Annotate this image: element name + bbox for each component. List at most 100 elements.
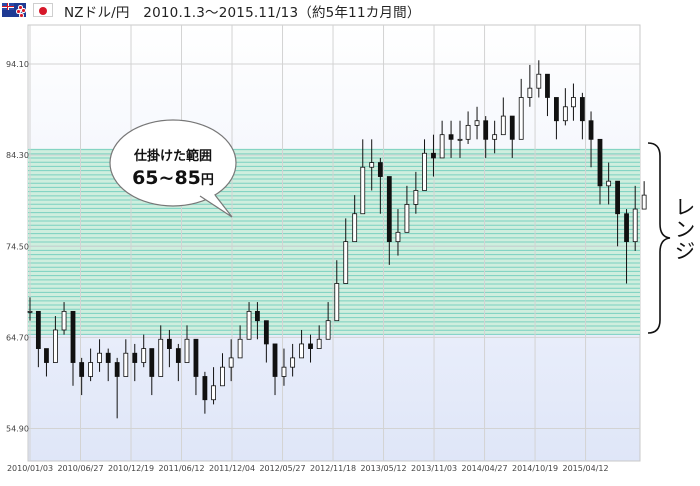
candle-body bbox=[290, 357, 296, 368]
candle bbox=[545, 73, 550, 117]
candle-body bbox=[404, 204, 410, 233]
candle bbox=[149, 348, 155, 396]
candle bbox=[395, 209, 401, 256]
candle-body bbox=[114, 362, 120, 377]
x-tick-label: 2012/11/18 bbox=[310, 464, 356, 473]
candle-body bbox=[70, 310, 76, 363]
candle-body bbox=[220, 366, 225, 387]
candle-body bbox=[105, 352, 111, 363]
candle-body bbox=[79, 362, 85, 377]
x-tick-label: 2010/01/03 bbox=[7, 464, 53, 473]
candle bbox=[404, 185, 410, 233]
candle-body bbox=[52, 329, 58, 363]
candle-body bbox=[413, 190, 419, 205]
japan-flag-icon bbox=[33, 3, 53, 17]
candle bbox=[562, 88, 568, 126]
candle bbox=[166, 329, 172, 368]
candle bbox=[141, 334, 147, 368]
candle-body bbox=[465, 124, 471, 140]
y-tick-label: 64.70 bbox=[6, 333, 29, 342]
candle-body bbox=[35, 310, 41, 349]
candle bbox=[571, 83, 576, 121]
candle-body bbox=[272, 343, 278, 377]
candle bbox=[281, 348, 287, 386]
candle-body bbox=[545, 73, 550, 98]
candle-body bbox=[202, 376, 208, 401]
candle bbox=[211, 367, 216, 405]
candle bbox=[88, 348, 94, 382]
candle bbox=[325, 302, 331, 340]
candle bbox=[228, 339, 234, 382]
candle bbox=[413, 171, 419, 214]
candle-body bbox=[132, 352, 138, 363]
candle-body bbox=[193, 338, 199, 377]
candle bbox=[202, 371, 208, 414]
candle-body bbox=[175, 348, 181, 363]
candle bbox=[641, 181, 647, 210]
candle-body bbox=[141, 348, 147, 363]
range-band bbox=[28, 148, 640, 335]
candle-body bbox=[457, 138, 463, 141]
callout-text: 仕掛けた範囲 65~85円 bbox=[118, 148, 228, 193]
candle-body bbox=[377, 162, 383, 177]
candle-body bbox=[632, 208, 638, 243]
candle-body bbox=[615, 180, 620, 215]
candle-body bbox=[509, 115, 515, 140]
candle-body bbox=[123, 352, 129, 377]
candle-body bbox=[606, 180, 612, 187]
x-axis: 2010/01/03 2010/06/27 2010/12/19 2011/06/12… bbox=[7, 464, 609, 473]
candle-body bbox=[588, 120, 594, 140]
y-axis: 94.10 84.30 74.50 64.70 54.90 bbox=[6, 60, 29, 434]
candle-body bbox=[352, 213, 358, 243]
candle bbox=[308, 334, 313, 363]
candle bbox=[316, 325, 322, 349]
candle bbox=[457, 120, 463, 158]
candle bbox=[334, 260, 340, 322]
range-label: レンジ bbox=[672, 196, 696, 262]
candle bbox=[536, 60, 542, 98]
candle-body bbox=[149, 348, 155, 377]
candle bbox=[97, 339, 102, 372]
candle-body bbox=[27, 310, 33, 313]
candle-body bbox=[184, 338, 190, 363]
candle bbox=[132, 343, 138, 382]
x-tick-label: 2010/06/27 bbox=[57, 464, 103, 473]
candle bbox=[352, 195, 358, 243]
candle bbox=[439, 120, 445, 159]
grid-lines bbox=[28, 25, 640, 461]
candle-body bbox=[360, 166, 366, 215]
x-tick-label: 2014/10/19 bbox=[512, 464, 558, 473]
candle-body bbox=[597, 138, 603, 187]
candle-body bbox=[97, 352, 102, 363]
callout-line2: 65~85円 bbox=[118, 166, 228, 193]
candle bbox=[70, 310, 76, 386]
candle bbox=[369, 139, 375, 191]
candle-body bbox=[500, 115, 506, 136]
candle-body bbox=[527, 87, 533, 98]
candle-body bbox=[386, 176, 392, 243]
candle bbox=[377, 157, 383, 214]
x-tick-label: 2010/12/19 bbox=[108, 464, 154, 473]
candle-body bbox=[228, 357, 234, 368]
x-tick-label: 2012/05/27 bbox=[259, 464, 305, 473]
candle bbox=[483, 116, 489, 158]
candle bbox=[448, 120, 454, 158]
candles bbox=[27, 60, 647, 419]
candle-body bbox=[518, 97, 524, 140]
x-tick-label: 2013/05/12 bbox=[360, 464, 406, 473]
callout-unit: 円 bbox=[200, 173, 214, 188]
candle bbox=[193, 338, 199, 396]
candle bbox=[272, 343, 278, 396]
x-tick-label: 2011/06/12 bbox=[158, 464, 204, 473]
candle bbox=[299, 329, 304, 359]
candle bbox=[500, 97, 506, 136]
candle bbox=[246, 302, 252, 340]
candle-body bbox=[343, 241, 349, 284]
candle bbox=[52, 316, 58, 363]
candle bbox=[518, 78, 524, 140]
candle bbox=[465, 111, 471, 144]
candle bbox=[44, 348, 49, 377]
candle bbox=[554, 97, 559, 140]
candle-body bbox=[536, 73, 542, 89]
